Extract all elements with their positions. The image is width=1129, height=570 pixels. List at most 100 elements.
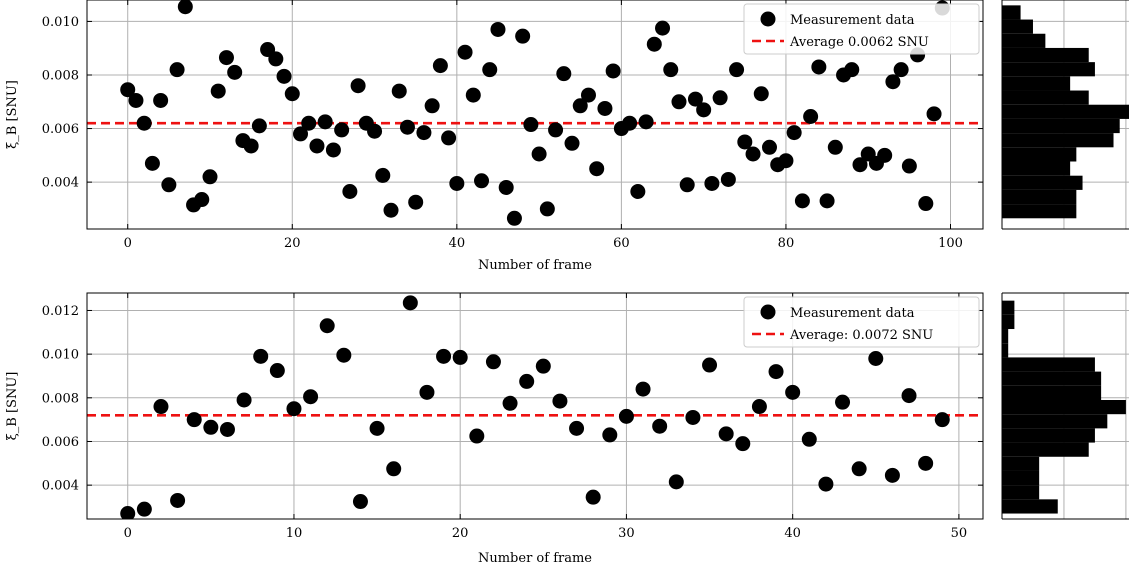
data-point	[506, 210, 522, 226]
data-point	[367, 123, 383, 139]
data-point	[926, 106, 942, 122]
data-point	[251, 118, 267, 134]
data-point	[801, 431, 817, 447]
bottom-histogram-panel	[1001, 292, 1129, 520]
data-point	[696, 102, 712, 118]
data-point	[452, 349, 468, 365]
data-point	[663, 62, 679, 78]
data-point	[218, 50, 234, 66]
data-point	[286, 401, 302, 417]
data-point	[153, 92, 169, 108]
histogram-bar	[1002, 19, 1033, 34]
data-point	[548, 122, 564, 138]
data-point	[177, 0, 193, 15]
x-tick-label: 30	[618, 526, 635, 541]
data-point	[515, 28, 531, 44]
data-point	[786, 125, 802, 141]
y-tick-label: 0.010	[42, 348, 79, 363]
data-point	[735, 436, 751, 452]
data-point	[375, 167, 391, 183]
data-point	[868, 351, 884, 367]
x-tick-label: 0	[124, 526, 132, 541]
x-tick-label: 40	[449, 236, 466, 251]
data-point	[679, 177, 695, 193]
legend-box	[743, 296, 980, 348]
data-point	[498, 179, 514, 195]
data-point	[416, 125, 432, 141]
histogram-bar	[1002, 62, 1095, 77]
data-point	[169, 62, 185, 78]
histogram-bar	[1002, 204, 1077, 219]
data-point	[811, 59, 827, 75]
data-point	[203, 419, 219, 435]
data-point	[918, 196, 934, 212]
data-point	[827, 139, 843, 155]
histogram-bar	[1002, 343, 1009, 358]
data-point	[852, 157, 868, 173]
plot-frame	[86, 0, 984, 230]
data-point	[884, 467, 900, 483]
y-axis-label: ξ_B [SNU]	[5, 372, 20, 441]
data-point	[885, 74, 901, 90]
data-point	[918, 455, 934, 471]
data-point	[778, 153, 794, 169]
data-point	[402, 295, 418, 311]
data-point	[702, 357, 718, 373]
histogram-bar	[1002, 189, 1077, 205]
data-point	[652, 418, 668, 434]
plot-frame	[86, 292, 984, 520]
data-point	[485, 354, 501, 370]
data-point	[523, 117, 539, 133]
data-point	[753, 86, 769, 102]
data-point	[539, 201, 555, 217]
data-point	[569, 420, 585, 436]
data-point	[449, 175, 465, 191]
histogram-bar	[1002, 300, 1015, 315]
data-points	[120, 0, 950, 226]
legend-label-average: Average 0.0062 SNU	[789, 35, 929, 50]
data-point	[893, 62, 909, 78]
data-point	[432, 58, 448, 74]
data-point	[785, 384, 801, 400]
data-point	[210, 83, 226, 99]
data-point	[556, 66, 572, 82]
histogram-bar	[1002, 399, 1126, 415]
data-point	[269, 363, 285, 379]
data-point	[342, 184, 358, 200]
data-point	[369, 420, 385, 436]
data-point	[293, 126, 309, 142]
data-point	[336, 347, 352, 363]
data-point	[399, 119, 415, 135]
histogram-bar	[1002, 161, 1071, 176]
data-point	[352, 494, 368, 510]
data-point	[844, 62, 860, 78]
x-tick-label: 60	[613, 236, 630, 251]
data-point	[655, 20, 671, 36]
data-point	[334, 122, 350, 138]
data-point	[243, 138, 259, 154]
histogram-bar	[1002, 357, 1095, 372]
legend-box	[743, 3, 980, 55]
y-tick-label: 0.004	[42, 176, 79, 191]
data-point	[671, 94, 687, 110]
data-point	[136, 501, 152, 517]
data-point	[712, 90, 728, 106]
x-tick-label: 0	[124, 236, 132, 251]
x-tick-label: 40	[784, 526, 801, 541]
data-point	[877, 147, 893, 163]
histogram-bar	[1002, 442, 1089, 457]
data-point	[219, 421, 235, 437]
y-tick-label: 0.010	[42, 15, 79, 30]
data-point	[818, 476, 834, 492]
data-point	[552, 393, 568, 409]
data-point	[202, 169, 218, 185]
data-point	[441, 130, 457, 146]
histogram-bar	[1002, 499, 1058, 514]
data-point	[901, 388, 917, 404]
data-point	[729, 62, 745, 78]
data-point	[153, 399, 169, 415]
histogram-bar	[1002, 456, 1040, 471]
data-point	[685, 409, 701, 425]
data-point	[901, 158, 917, 174]
top-histogram-panel	[1001, 0, 1129, 230]
